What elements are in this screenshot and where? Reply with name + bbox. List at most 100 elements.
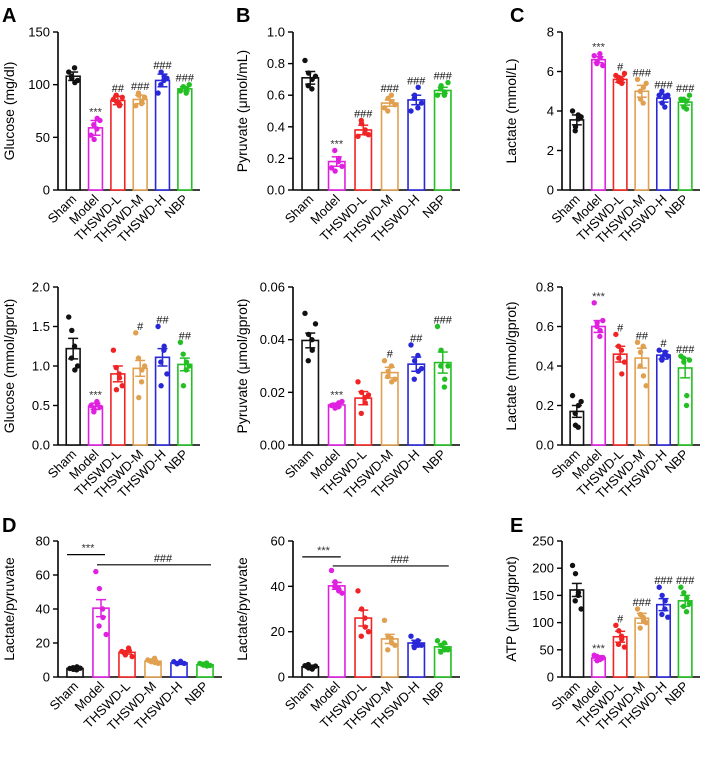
data-point — [411, 358, 418, 364]
data-point — [438, 649, 444, 655]
x-tick-label: NBP — [419, 192, 449, 222]
data-point — [600, 317, 606, 324]
data-point — [578, 114, 584, 120]
data-point — [656, 92, 662, 98]
data-point — [621, 70, 628, 77]
data-point — [116, 371, 122, 377]
data-point — [572, 128, 578, 134]
data-point — [438, 86, 444, 92]
data-point — [684, 392, 690, 399]
y-tick-label: 0.2 — [536, 398, 554, 413]
data-point — [138, 379, 145, 385]
data-point — [388, 635, 395, 642]
data-point — [634, 339, 641, 345]
data-point — [138, 100, 145, 107]
y-tick-label: 20 — [271, 624, 285, 639]
data-point — [680, 96, 687, 102]
data-point — [656, 347, 662, 353]
significance-label: *** — [592, 42, 606, 54]
data-point — [155, 660, 161, 667]
y-tick-label: 8 — [547, 25, 554, 40]
data-point — [365, 392, 372, 398]
y-tick-label: 250 — [532, 534, 554, 549]
bracket-label: ### — [391, 554, 410, 566]
data-point — [161, 347, 167, 353]
y-tick-label: 0.5 — [32, 398, 50, 413]
data-point — [659, 100, 665, 106]
data-point — [110, 347, 117, 353]
y-axis-label: Lactate/pyruvate — [1, 557, 17, 661]
data-point — [575, 592, 581, 599]
data-point — [71, 343, 78, 349]
data-point — [305, 331, 312, 338]
data-point — [66, 69, 72, 75]
data-point — [572, 124, 579, 130]
data-point — [408, 108, 414, 114]
data-point — [680, 603, 687, 609]
bar-thswd-h — [154, 356, 171, 446]
data-point — [665, 614, 671, 620]
y-tick-label: 100 — [532, 615, 554, 630]
bar-nbp — [177, 363, 193, 446]
bracket-label: *** — [82, 543, 96, 555]
bar-thswd-l — [612, 353, 628, 446]
data-point — [613, 622, 619, 629]
data-point — [656, 584, 662, 590]
bracket-label: ### — [154, 553, 173, 565]
data-point — [177, 339, 184, 345]
data-point — [358, 633, 364, 639]
panel-D-ratio-tissue: 0204060Lactate/pyruvateShamModelTHSWD-LT… — [234, 534, 460, 734]
data-point — [305, 661, 311, 668]
bar-model — [590, 58, 607, 191]
data-point — [408, 633, 414, 639]
data-point — [71, 65, 78, 71]
data-point — [438, 363, 444, 369]
y-tick-label: 2 — [547, 143, 554, 158]
data-point — [686, 92, 693, 98]
data-point — [640, 614, 646, 620]
data-point — [659, 357, 665, 363]
data-point — [161, 343, 167, 349]
data-point — [618, 633, 625, 639]
data-point — [180, 383, 187, 389]
data-point — [309, 86, 315, 92]
y-tick-label: 60 — [36, 568, 50, 583]
bar-thswd-l — [110, 99, 126, 191]
data-point — [640, 373, 647, 379]
significance-label: ### — [676, 575, 695, 587]
data-point — [339, 590, 345, 596]
data-point — [381, 358, 388, 364]
data-point — [309, 336, 315, 343]
significance-label: ## — [179, 330, 192, 342]
data-point — [339, 398, 345, 405]
data-point — [686, 600, 693, 607]
data-point — [365, 628, 372, 635]
y-axis-label: Glucose (mg/dl) — [1, 62, 17, 161]
data-point — [578, 398, 584, 405]
significance-label: *** — [592, 291, 606, 303]
data-point — [619, 80, 625, 87]
y-tick-label: 0.8 — [536, 280, 554, 295]
significance-label: ## — [112, 83, 125, 95]
data-point — [441, 640, 448, 646]
data-point — [643, 619, 649, 626]
data-point — [113, 92, 119, 98]
y-tick-label: 20 — [36, 636, 50, 651]
data-point — [616, 355, 622, 361]
x-tick-label: NBP — [662, 192, 692, 222]
panel-letter: E — [510, 515, 523, 537]
significance-label: ## — [410, 333, 423, 345]
data-point — [662, 598, 668, 604]
data-point — [415, 84, 421, 91]
significance-label: ### — [633, 67, 652, 79]
data-point — [362, 400, 368, 406]
y-tick-label: 40 — [271, 579, 285, 594]
significance-label: # — [617, 613, 624, 625]
bar-nbp — [433, 89, 452, 191]
data-point — [569, 108, 576, 114]
data-point — [686, 357, 693, 363]
data-point — [94, 398, 100, 405]
bar-thswd-l — [354, 129, 373, 191]
y-axis-label: ATP (μmol/gprot) — [503, 556, 519, 662]
